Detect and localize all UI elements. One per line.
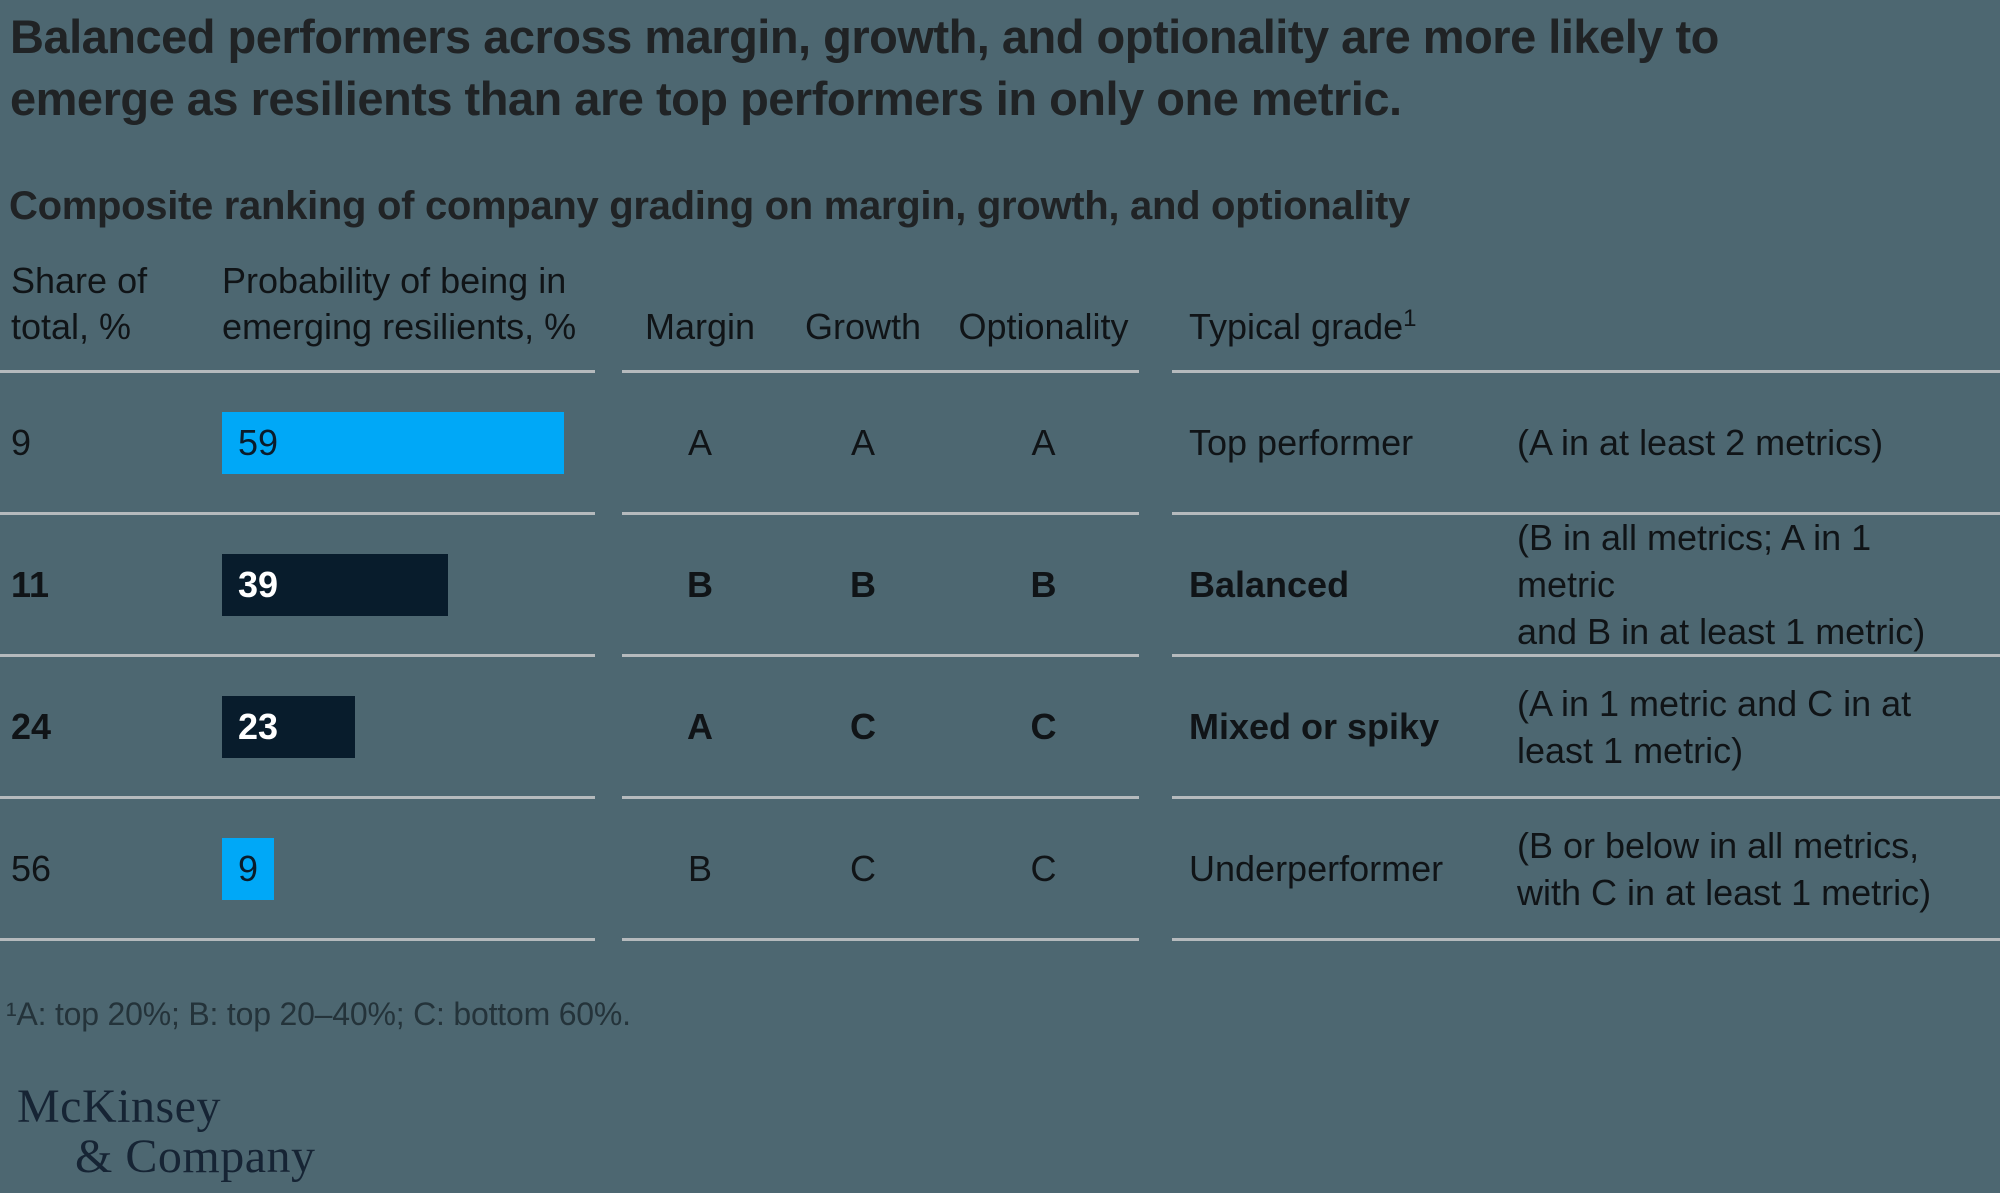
typical-grade-label: Balanced — [1189, 563, 1350, 605]
typical-grade-label: Top performer — [1189, 421, 1414, 463]
probability-bar-cell: 23 — [222, 695, 595, 758]
probability-bar: 9 — [222, 837, 274, 900]
margin-grade: A — [687, 421, 712, 463]
probability-bar-cell: 9 — [222, 837, 595, 900]
probability-bar: 39 — [222, 553, 448, 616]
table-body: 9 59 A A A Top performer (A in at least … — [0, 373, 2000, 941]
share-of-total-value: 56 — [11, 847, 52, 889]
footnote: ¹A: top 20%; B: top 20–40%; C: bottom 60… — [6, 996, 631, 1032]
page-title: Balanced performers across margin, growt… — [10, 6, 1719, 130]
table-row: 24 23 A C C Mixed or spiky (A in 1 metri… — [0, 657, 2000, 799]
chart-subtitle: Composite ranking of company grading on … — [9, 184, 1410, 228]
growth-grade: C — [850, 847, 876, 889]
header-typical-grade: Typical grade1 — [1189, 305, 1417, 347]
optionality-grade: B — [1030, 563, 1057, 605]
mckinsey-logo: McKinsey & Company — [17, 1082, 316, 1182]
probability-value: 59 — [238, 421, 279, 463]
probability-value: 39 — [238, 563, 279, 605]
logo-line-1: McKinsey — [17, 1080, 221, 1133]
header-growth: Growth — [804, 306, 922, 347]
optionality-grade: C — [1030, 847, 1057, 889]
margin-grade: B — [687, 563, 713, 605]
share-of-total-value: 9 — [11, 421, 32, 463]
probability-bar: 59 — [222, 411, 564, 474]
growth-grade: B — [850, 563, 876, 605]
probability-bar-cell: 39 — [222, 553, 595, 616]
logo-line-2: & Company — [75, 1130, 316, 1183]
probability-value: 9 — [238, 847, 259, 889]
optionality-grade: A — [1031, 421, 1056, 463]
margin-grade: B — [687, 847, 712, 889]
grade-description: (B or below in all metrics, with C in at… — [1517, 824, 1932, 913]
probability-bar: 23 — [222, 695, 355, 758]
header-margin: Margin — [644, 306, 756, 347]
typical-grade-label: Mixed or spiky — [1189, 705, 1440, 747]
page-title-line-1: Balanced performers across margin, growt… — [10, 10, 1719, 63]
probability-bar-cell: 59 — [222, 411, 595, 474]
grade-description: (A in 1 metric and C in at least 1 metri… — [1517, 682, 1912, 771]
typical-grade-label: Underperformer — [1189, 847, 1444, 889]
header-share-of-total: Share of total, % — [11, 260, 148, 347]
margin-grade: A — [687, 705, 713, 747]
share-of-total-value: 24 — [11, 705, 52, 747]
page-title-line-2: emerge as resilients than are top perfor… — [10, 72, 1402, 125]
grade-description: (B in all metrics; A in 1 metric and B i… — [1517, 517, 1926, 652]
header-probability: Probability of being in emerging resilie… — [222, 260, 577, 347]
grade-description: (A in at least 2 metrics) — [1517, 422, 1884, 463]
probability-value: 23 — [238, 705, 279, 747]
table-row: 9 59 A A A Top performer (A in at least … — [0, 373, 2000, 515]
table-row: 56 9 B C C Underperformer (B or below in… — [0, 799, 2000, 941]
share-of-total-value: 11 — [11, 563, 50, 605]
table-row: 11 39 B B B Balanced (B in all metrics; … — [0, 515, 2000, 657]
growth-grade: A — [850, 421, 875, 463]
footnote-marker: 1 — [1403, 305, 1417, 332]
optionality-grade: C — [1030, 705, 1057, 747]
grading-table: Share of total, % Probability of being i… — [0, 260, 2000, 941]
header-optionality: Optionality — [958, 306, 1129, 347]
growth-grade: C — [850, 705, 876, 747]
table-header-row: Share of total, % Probability of being i… — [0, 260, 2000, 373]
